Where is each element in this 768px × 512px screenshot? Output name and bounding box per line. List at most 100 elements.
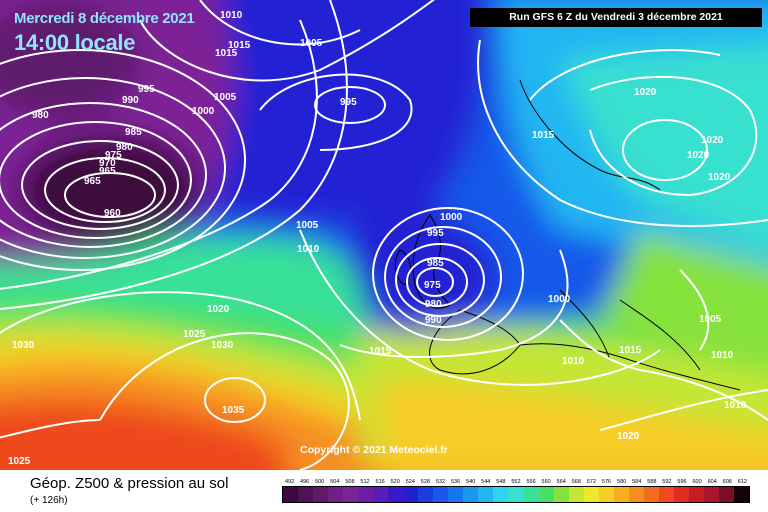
map-canvas: 1010 1015 1015 1005 995 990 1000 1005 99… bbox=[0, 0, 768, 470]
scale-swatch bbox=[598, 487, 614, 502]
isobar-label: 1020 bbox=[687, 150, 710, 161]
scale-value-label: 520 bbox=[390, 479, 400, 485]
scale-value-label: 604 bbox=[707, 479, 717, 485]
scale-value-label: 600 bbox=[692, 479, 702, 485]
scale-swatch bbox=[508, 487, 524, 502]
scale-value-label: 540 bbox=[466, 479, 476, 485]
isobar-label: 1015 bbox=[619, 345, 642, 356]
legend-footer: Géop. Z500 & pression au sol (+ 126h) 49… bbox=[0, 470, 768, 512]
coastlines bbox=[394, 79, 741, 391]
scale-swatch bbox=[283, 487, 299, 502]
isobar-label: 995 bbox=[340, 97, 357, 108]
scale-value-label: 580 bbox=[617, 479, 627, 485]
isobar-label: 1015 bbox=[532, 130, 555, 141]
isobar-label: 995 bbox=[427, 228, 444, 239]
isobar-label: 965 bbox=[84, 176, 101, 187]
scale-value-label: 524 bbox=[405, 479, 415, 485]
isobar-label: 1010 bbox=[297, 244, 320, 255]
isobar-label: 1020 bbox=[708, 172, 731, 183]
scale-value-label: 568 bbox=[571, 479, 581, 485]
scale-swatch bbox=[388, 487, 404, 502]
scale-swatch bbox=[418, 487, 434, 502]
isobar-label: 1000 bbox=[440, 212, 463, 223]
isobar-label: 985 bbox=[125, 127, 142, 138]
scale-value-label: 492 bbox=[284, 479, 295, 485]
isobar-label: 980 bbox=[32, 110, 49, 121]
scale-value-label: 508 bbox=[345, 479, 355, 485]
color-scale-labels: 492 496 500 504 508 512 516 520 524 528 532 536 540 5… bbox=[282, 478, 750, 486]
scale-value-label: 608 bbox=[722, 479, 732, 485]
scale-swatch bbox=[703, 487, 719, 502]
isobar-label: 975 bbox=[424, 280, 441, 291]
scale-value-label: 552 bbox=[511, 479, 521, 485]
scale-value-label: 504 bbox=[330, 479, 340, 485]
isobar-label: 960 bbox=[104, 208, 121, 219]
color-scale-swatches bbox=[282, 486, 750, 503]
scale-value-label: 612 bbox=[737, 479, 747, 485]
isobar-label: 1015 bbox=[228, 40, 251, 51]
scale-value-label: 576 bbox=[601, 479, 612, 485]
scale-swatch bbox=[643, 487, 659, 502]
isobar-label: 1005 bbox=[699, 314, 722, 325]
scale-value-label: 544 bbox=[481, 479, 491, 485]
scale-swatch bbox=[688, 487, 704, 502]
isobar-label: 1005 bbox=[214, 92, 237, 103]
scale-swatch bbox=[568, 487, 584, 502]
forecast-time: 14:00 locale bbox=[14, 30, 136, 55]
scale-swatch bbox=[448, 487, 464, 502]
isobar-label: 1005 bbox=[300, 38, 323, 49]
legend-title: Géop. Z500 & pression au sol bbox=[30, 475, 229, 492]
isobar-label: 975 bbox=[105, 150, 122, 161]
scale-value-label: 548 bbox=[496, 479, 506, 485]
isobar-label: 980 bbox=[116, 142, 133, 153]
scale-swatch bbox=[718, 487, 734, 502]
isobar-label: 980 bbox=[425, 299, 442, 310]
model-run-label: Run GFS 6 Z du Vendredi 3 décembre 2021 bbox=[470, 8, 762, 27]
scale-swatch bbox=[358, 487, 374, 502]
scale-swatch bbox=[343, 487, 359, 502]
isobar-label: 1005 bbox=[296, 220, 319, 231]
scale-swatch bbox=[463, 487, 479, 502]
isobar-label: 1000 bbox=[548, 294, 571, 305]
isobar-label: 1015 bbox=[369, 346, 392, 357]
scale-swatch bbox=[328, 487, 344, 502]
scale-swatch bbox=[523, 487, 539, 502]
scale-swatch bbox=[538, 487, 554, 502]
isobar-label: 990 bbox=[425, 315, 442, 326]
scale-value-label: 596 bbox=[677, 479, 687, 485]
scale-swatch bbox=[373, 487, 389, 502]
forecast-date: Mercredi 8 décembre 2021 bbox=[14, 10, 195, 27]
scale-swatch bbox=[628, 487, 644, 502]
scale-value-label: 532 bbox=[435, 479, 446, 485]
scale-value-label: 496 bbox=[300, 479, 310, 485]
color-scale: 492 496 500 504 508 512 516 520 524 528 532 536 540 5… bbox=[282, 478, 750, 506]
isobar-label: 1025 bbox=[8, 456, 31, 467]
isobar-label: 1010 bbox=[724, 400, 747, 411]
scale-value-label: 516 bbox=[375, 479, 385, 485]
isobar-label: 1020 bbox=[701, 135, 724, 146]
scale-swatch bbox=[493, 487, 509, 502]
scale-swatch bbox=[298, 487, 314, 502]
scale-swatch bbox=[733, 487, 749, 502]
isobar-label: 1030 bbox=[12, 340, 35, 351]
scale-swatch bbox=[478, 487, 494, 502]
scale-value-label: 556 bbox=[526, 479, 536, 485]
weather-map: 1010 1015 1015 1005 995 990 1000 1005 99… bbox=[0, 0, 768, 470]
isobar-label: 965 bbox=[99, 166, 116, 177]
legend-subtitle: (+ 126h) bbox=[30, 495, 68, 506]
isobar-label: 985 bbox=[427, 258, 444, 269]
isobar-label: 1020 bbox=[634, 87, 657, 98]
geopotential-field bbox=[0, 0, 768, 470]
isobar-label: 1000 bbox=[192, 106, 215, 117]
scale-swatch bbox=[658, 487, 674, 502]
isobars bbox=[0, 0, 768, 470]
scale-value-label: 500 bbox=[315, 479, 325, 485]
scale-swatch bbox=[673, 487, 689, 502]
isobar-label: 1010 bbox=[220, 10, 243, 21]
scale-value-label: 584 bbox=[632, 479, 642, 485]
scale-swatch bbox=[583, 487, 599, 502]
isobar-label: 1025 bbox=[183, 329, 206, 340]
isobar-label: 1020 bbox=[617, 431, 640, 442]
isobar-label: 970 bbox=[99, 158, 116, 169]
scale-swatch bbox=[553, 487, 569, 502]
